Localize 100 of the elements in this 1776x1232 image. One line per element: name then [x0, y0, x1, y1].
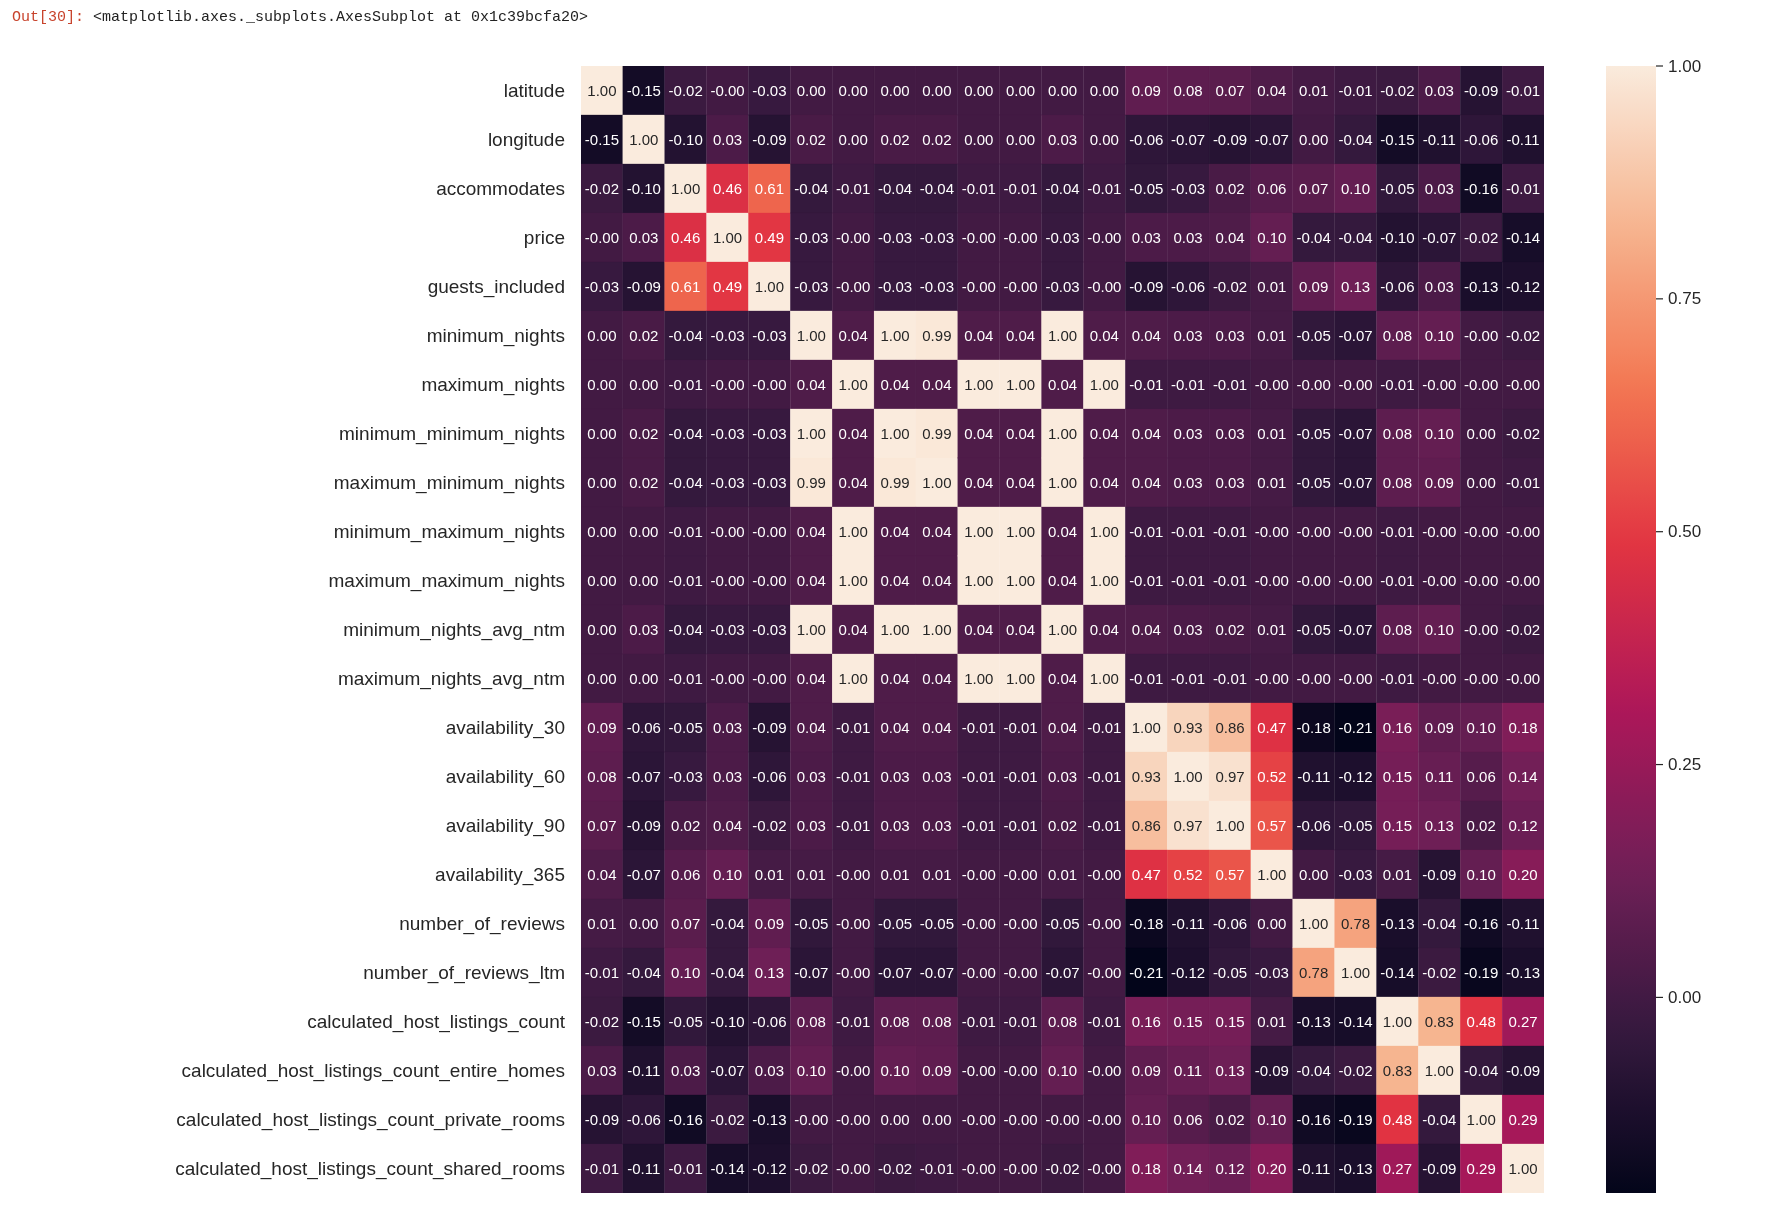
data-label: -0.00: [1087, 866, 1122, 883]
data-label: -0.03: [919, 229, 954, 246]
data-label: -0.01: [1171, 572, 1206, 589]
data-label: 0.13: [754, 964, 785, 981]
data-label: -0.00: [1464, 376, 1499, 393]
data-label: -0.01: [668, 572, 703, 589]
data-label: -0.07: [1171, 131, 1206, 148]
data-label: -0.07: [1045, 964, 1080, 981]
data-label: -0.01: [584, 1160, 620, 1177]
data-label: -0.09: [1422, 1160, 1457, 1177]
data-label: -0.01: [1129, 376, 1164, 393]
data-label: 0.09: [922, 1062, 952, 1079]
data-label: -0.04: [710, 964, 745, 981]
data-label: 0.52: [1173, 866, 1203, 883]
data-label: -0.02: [877, 1160, 913, 1177]
data-label: 0.01: [1257, 1013, 1287, 1030]
data-label: -0.01: [1212, 670, 1248, 687]
data-label: -0.01: [1380, 376, 1415, 393]
data-label: 0.04: [1089, 425, 1119, 442]
data-label: -0.11: [1422, 131, 1456, 148]
data-label: -0.01: [1003, 1013, 1038, 1030]
data-label: -0.03: [794, 278, 829, 295]
data-label: 0.00: [587, 376, 617, 393]
data-label: -0.15: [626, 1013, 661, 1030]
data-label: -0.01: [1003, 719, 1038, 736]
data-label: -0.01: [668, 376, 703, 393]
data-label: -0.05: [794, 915, 829, 932]
data-label: 0.04: [1089, 621, 1119, 638]
y-tick-label: calculated_host_listings_count: [307, 1011, 566, 1034]
data-label: 0.02: [1215, 180, 1245, 197]
color-bar-label: 1.00: [1668, 56, 1702, 76]
data-label: 0.07: [1215, 82, 1245, 99]
data-label: -0.00: [1087, 964, 1122, 981]
data-label: -0.05: [1129, 180, 1164, 197]
data-label: 0.29: [1466, 1160, 1496, 1177]
data-label: 0.04: [796, 523, 826, 540]
data-label: -0.00: [752, 523, 787, 540]
data-label: -0.03: [1254, 964, 1289, 981]
data-label: 0.00: [587, 474, 617, 491]
data-label: 0.04: [838, 474, 868, 491]
data-label: -0.03: [752, 425, 787, 442]
data-label: -0.09: [1254, 1062, 1289, 1079]
data-label: 0.02: [629, 327, 659, 344]
data-label: 0.11: [1174, 1062, 1203, 1079]
data-label: -0.06: [626, 1111, 661, 1128]
data-label: 0.08: [1047, 1013, 1078, 1030]
data-label: -0.04: [668, 327, 703, 344]
data-label: -0.00: [836, 1160, 871, 1177]
data-label: 0.04: [1089, 327, 1119, 344]
data-label: 0.08: [796, 1013, 826, 1030]
data-label: -0.13: [1380, 915, 1415, 932]
data-label: -0.09: [1212, 131, 1248, 148]
data-label: -0.07: [1338, 425, 1373, 442]
data-label: 0.09: [1299, 278, 1329, 295]
data-label: -0.00: [752, 376, 787, 393]
data-label: 1.00: [1508, 1160, 1538, 1177]
data-label: -0.05: [1296, 327, 1331, 344]
data-label: 0.14: [1173, 1160, 1203, 1177]
data-label: -0.12: [1338, 768, 1373, 785]
data-label: 0.04: [838, 425, 868, 442]
color-bar-label: 0.00: [1668, 987, 1702, 1007]
data-label: -0.00: [710, 670, 745, 687]
data-label: 0.03: [796, 768, 826, 785]
data-label: 0.04: [712, 817, 743, 834]
data-label: -0.02: [1045, 1160, 1080, 1177]
data-label: 1.00: [796, 621, 826, 638]
data-label: 0.08: [1382, 621, 1413, 638]
data-label: -0.04: [1045, 180, 1080, 197]
data-label: -0.01: [836, 817, 871, 834]
data-label: 0.03: [1424, 180, 1454, 197]
data-label: -0.11: [627, 1062, 661, 1079]
data-label: 0.00: [587, 621, 617, 638]
data-label: 0.99: [880, 474, 910, 491]
data-label: 0.04: [587, 866, 617, 883]
data-label: -0.00: [752, 572, 787, 589]
data-label: -0.14: [710, 1160, 745, 1177]
data-label: 0.02: [671, 817, 701, 834]
data-label: 1.00: [880, 327, 910, 344]
y-tick-label: minimum_minimum_nights: [339, 423, 565, 446]
data-label: 0.09: [587, 719, 617, 736]
data-label: -0.16: [1296, 1111, 1331, 1128]
data-label: -0.04: [1338, 229, 1373, 246]
data-label: -0.02: [1505, 425, 1541, 442]
data-label: 0.03: [1215, 474, 1245, 491]
data-label: 0.00: [1466, 474, 1496, 491]
data-label: -0.00: [1254, 572, 1289, 589]
data-label: -0.07: [1338, 474, 1373, 491]
data-label: 0.86: [1215, 719, 1245, 736]
data-label: 0.20: [1257, 1160, 1287, 1177]
data-label: -0.07: [1422, 229, 1457, 246]
data-label: 0.10: [712, 866, 743, 883]
data-label: 0.00: [964, 131, 994, 148]
y-tick-label: price: [523, 227, 565, 249]
data-label: 0.12: [1508, 817, 1538, 834]
data-label: 0.78: [1299, 964, 1329, 981]
data-label: 0.48: [1382, 1111, 1413, 1128]
data-label: 1.00: [880, 621, 910, 638]
data-label: -0.00: [710, 82, 745, 99]
data-label: -0.03: [710, 621, 745, 638]
data-label: -0.14: [1505, 229, 1541, 246]
